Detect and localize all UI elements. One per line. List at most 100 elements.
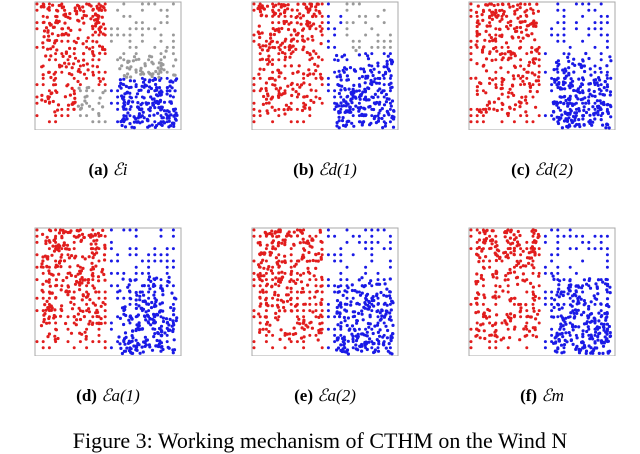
grid-point xyxy=(494,302,498,306)
scatter-point xyxy=(476,4,480,8)
grid-point xyxy=(103,83,107,87)
scatter-point xyxy=(588,118,592,123)
scatter-point xyxy=(258,109,262,113)
grid-point xyxy=(320,27,324,31)
scatter-point xyxy=(532,19,536,23)
grid-point xyxy=(370,234,374,238)
scatter-point xyxy=(475,327,479,331)
grid-point xyxy=(165,247,169,251)
scatter-point xyxy=(122,322,126,327)
scatter-point xyxy=(74,41,78,45)
scatter-point xyxy=(125,90,129,94)
scatter-point xyxy=(359,105,363,109)
grid-point xyxy=(345,58,349,62)
grid-point xyxy=(103,296,107,300)
scatter-point xyxy=(571,309,575,313)
grid-point xyxy=(277,52,281,56)
grid-point xyxy=(525,101,529,105)
scatter-point xyxy=(570,84,574,88)
scatter-point xyxy=(276,305,280,309)
scatter-point xyxy=(477,260,481,264)
grid-point xyxy=(140,2,144,6)
scatter-point xyxy=(258,252,262,256)
grid-point xyxy=(593,8,597,12)
scatter-point xyxy=(392,109,396,113)
scatter-point xyxy=(360,312,364,316)
scatter-point xyxy=(354,104,358,108)
scatter-point xyxy=(289,64,293,68)
scatter-point xyxy=(384,324,388,328)
grid-point xyxy=(574,271,578,275)
grid-point xyxy=(370,27,374,31)
scatter-point xyxy=(524,95,528,99)
scatter-point xyxy=(560,126,564,130)
scatter-point xyxy=(173,117,177,121)
scatter-point xyxy=(258,330,262,334)
scatter-point xyxy=(98,6,102,10)
scatter-point xyxy=(280,276,284,280)
scatter-point xyxy=(147,124,151,128)
scatter-point xyxy=(348,105,352,109)
grid-point xyxy=(128,302,132,306)
grid-point xyxy=(252,340,256,344)
grid-point xyxy=(339,271,343,275)
grid-point xyxy=(41,83,45,87)
scatter-point xyxy=(576,296,580,301)
scatter-point xyxy=(555,115,559,119)
scatter-point xyxy=(297,259,301,263)
scatter-point xyxy=(536,232,540,237)
grid-point xyxy=(159,228,163,232)
scatter-point xyxy=(82,235,86,240)
scatter-point xyxy=(75,318,79,322)
plot-frame xyxy=(34,1,182,130)
scatter-point xyxy=(63,230,68,234)
scatter-point xyxy=(268,323,272,327)
scatter-point xyxy=(266,57,270,62)
grid-point xyxy=(376,346,380,350)
scatter-point xyxy=(158,78,162,82)
grid-point xyxy=(85,302,89,306)
scatter-point xyxy=(135,323,139,327)
grid-point xyxy=(599,309,603,313)
scatter-point xyxy=(584,101,588,105)
grid-point xyxy=(252,107,256,111)
scatter-point xyxy=(85,62,89,66)
grid-point xyxy=(333,333,337,337)
grid-point xyxy=(388,240,392,244)
scatter-point xyxy=(66,26,70,30)
grid-point xyxy=(543,265,547,269)
scatter-point xyxy=(500,17,504,21)
grid-point xyxy=(357,101,361,105)
scatter-point xyxy=(141,350,145,354)
scatter-point xyxy=(67,72,71,76)
grid-point xyxy=(134,27,138,31)
scatter-point xyxy=(279,298,283,302)
grid-point xyxy=(122,52,126,56)
scatter-point xyxy=(57,260,62,264)
scatter-point xyxy=(586,316,590,320)
grid-point xyxy=(103,309,107,313)
scatter-point xyxy=(556,85,560,90)
scatter-point xyxy=(302,95,306,99)
scatter-point xyxy=(564,331,568,335)
scatter-point xyxy=(524,324,528,329)
scatter-point xyxy=(151,78,155,82)
scatter-point xyxy=(46,95,50,99)
grid-point xyxy=(97,76,101,80)
scatter-point xyxy=(148,316,152,321)
scatter-point xyxy=(152,304,156,309)
scatter-point xyxy=(484,107,488,111)
grid-point xyxy=(289,259,293,263)
grid-point xyxy=(97,259,101,263)
scatter-point xyxy=(131,100,135,104)
grid-point xyxy=(60,284,64,288)
caption-b: (b) ℰd(1) xyxy=(293,160,357,179)
grid-point xyxy=(41,309,45,313)
scatter-point xyxy=(607,126,611,130)
scatter-point xyxy=(372,304,376,308)
grid-point xyxy=(289,340,293,344)
scatter-point xyxy=(174,111,178,115)
grid-point xyxy=(525,346,529,350)
grid-point xyxy=(122,296,126,300)
scatter-point xyxy=(482,63,486,67)
